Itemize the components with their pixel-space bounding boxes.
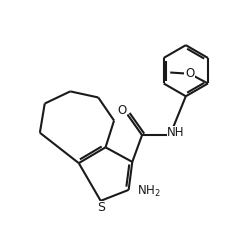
Text: NH: NH [167, 126, 185, 139]
Text: S: S [97, 201, 105, 214]
Text: NH$_2$: NH$_2$ [138, 184, 161, 199]
Text: O: O [185, 67, 194, 80]
Text: O: O [118, 104, 127, 117]
